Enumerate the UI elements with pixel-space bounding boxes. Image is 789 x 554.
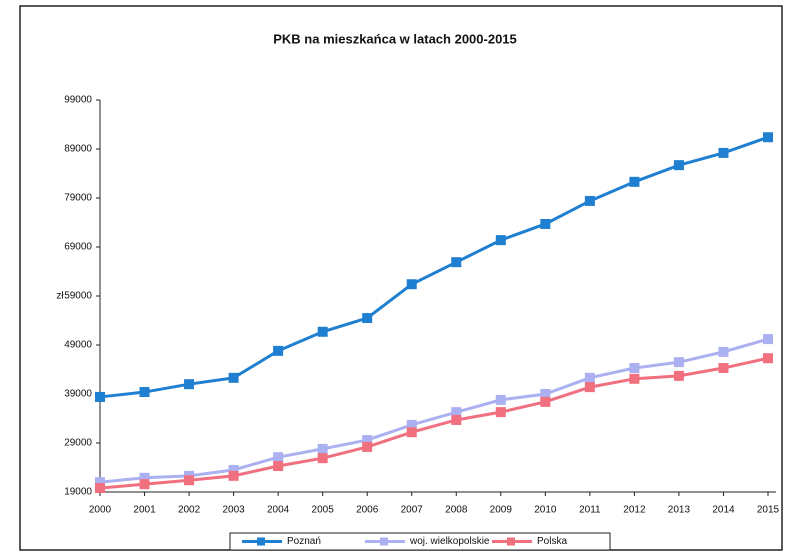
data-point [451, 257, 462, 268]
data-point [718, 147, 729, 158]
data-point [228, 372, 239, 383]
x-tick-label: 2012 [623, 505, 646, 516]
data-point [584, 372, 595, 383]
data-point [184, 379, 195, 390]
chart-frame [19, 5, 783, 551]
data-point [584, 382, 595, 393]
data-point [184, 475, 195, 486]
data-point [584, 195, 595, 206]
data-point [95, 483, 105, 494]
x-tick-label: 2006 [356, 505, 379, 516]
legend-label: woj. wielkopolskie [409, 536, 490, 547]
data-point [139, 387, 150, 398]
legend-label: Polska [537, 536, 567, 547]
data-point [495, 407, 506, 418]
data-point [95, 477, 105, 488]
legend-swatch [507, 537, 515, 546]
data-point [362, 313, 373, 324]
data-point [629, 373, 640, 384]
x-tick-label: 2000 [89, 505, 112, 516]
y-tick-label: 39000 [64, 389, 92, 400]
data-point [540, 396, 551, 407]
data-point [95, 391, 105, 402]
y-tick-label: 49000 [64, 340, 92, 351]
x-tick-label: 2014 [712, 505, 735, 516]
data-point [362, 435, 373, 446]
data-point [718, 346, 729, 357]
x-tick-label: 2010 [534, 505, 557, 516]
x-tick-label: 2001 [133, 505, 156, 516]
y-tick-label: 79000 [64, 193, 92, 204]
data-point [406, 279, 417, 290]
y-tick-label: 59000 [64, 291, 92, 302]
legend-box [229, 532, 611, 551]
data-point [139, 472, 150, 483]
legend-swatch [380, 537, 388, 546]
y-tick-label: 89000 [64, 144, 92, 155]
data-point [540, 218, 551, 229]
data-point [228, 470, 239, 481]
data-point [629, 176, 640, 187]
y-tick-label: 69000 [64, 242, 92, 253]
data-point [629, 363, 640, 374]
data-point [540, 389, 551, 399]
data-point [673, 357, 684, 368]
series-line [99, 135, 769, 399]
y-tick-label: 29000 [64, 438, 92, 449]
data-point [451, 407, 462, 418]
series-line [99, 356, 769, 490]
x-tick-label: 2011 [579, 505, 601, 516]
y-tick-label: 99000 [64, 95, 92, 106]
legend-label: Poznań [287, 536, 321, 547]
data-point [228, 464, 239, 475]
chart-title: PKB na mieszkańca w latach 2000-2015 [273, 31, 517, 46]
data-point [673, 370, 684, 381]
data-point [317, 443, 328, 454]
data-point [451, 414, 462, 425]
data-point [362, 441, 373, 452]
data-point [406, 419, 417, 430]
data-point [139, 479, 150, 490]
x-tick-label: 2003 [222, 505, 245, 516]
data-point [406, 427, 417, 438]
x-tick-label: 2007 [401, 505, 424, 516]
x-tick-label: 2013 [668, 505, 691, 516]
data-point [495, 394, 506, 405]
y-tick-label: 19000 [64, 487, 92, 498]
legend-swatch [257, 537, 265, 546]
data-point [763, 132, 773, 143]
data-point [763, 353, 773, 364]
data-point [495, 235, 506, 246]
data-point [317, 326, 328, 337]
data-point [763, 334, 773, 345]
x-tick-label: 2015 [757, 505, 780, 516]
data-point [273, 345, 284, 356]
x-tick-label: 2009 [490, 505, 513, 516]
data-point [273, 452, 284, 463]
data-point [673, 160, 684, 171]
x-tick-label: 2004 [267, 505, 290, 516]
data-point [317, 453, 328, 464]
y-axis-label: zł [56, 291, 64, 302]
x-tick-label: 2002 [178, 505, 201, 516]
data-point [273, 461, 284, 472]
x-tick-label: 2008 [445, 505, 468, 516]
x-tick-label: 2005 [312, 505, 335, 516]
data-point [718, 363, 729, 374]
series-line [99, 337, 769, 484]
